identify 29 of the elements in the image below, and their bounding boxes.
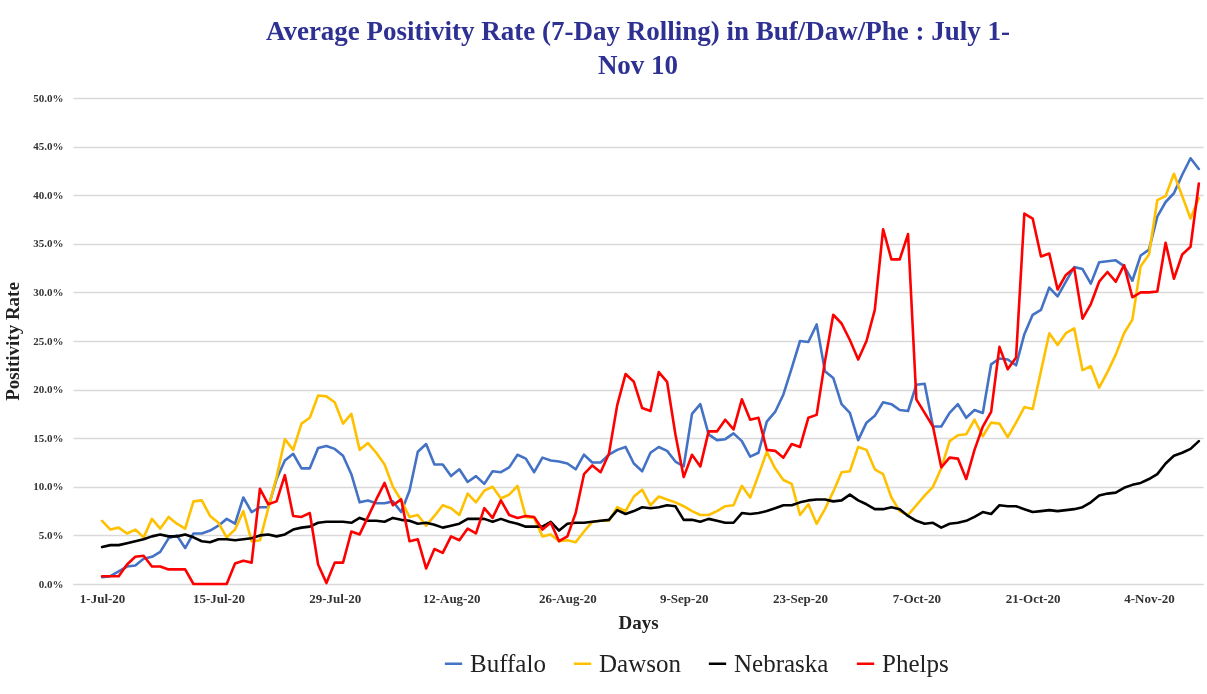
y-tick-label: 25.0% [33, 334, 64, 347]
y-tick-label: 50.0% [33, 91, 64, 104]
y-tick-label: 5.0% [38, 528, 64, 541]
x-tick-label: 4-Nov-20 [1124, 590, 1175, 606]
y-tick-label: 30.0% [33, 285, 64, 298]
x-tick-label: 21-Oct-20 [1005, 590, 1061, 606]
x-tick-label: 12-Aug-20 [422, 590, 481, 606]
legend-label: Dawson [599, 649, 682, 677]
legend-label: Buffalo [470, 649, 546, 677]
x-tick-label: 1-Jul-20 [79, 590, 126, 606]
x-axis-title: Days [618, 611, 659, 633]
x-tick-label: 7-Oct-20 [892, 590, 942, 606]
x-tick-label: 29-Jul-20 [309, 590, 362, 606]
x-tick-label: 15-Jul-20 [192, 590, 245, 606]
y-tick-label: 0.0% [38, 577, 64, 590]
x-tick-label: 23-Sep-20 [773, 590, 828, 606]
x-tick-label: 9-Sep-20 [660, 590, 709, 606]
legend-label: Nebraska [734, 649, 829, 677]
y-tick-label: 40.0% [33, 188, 64, 201]
line-series [100, 439, 1201, 549]
legend-label: Phelps [882, 649, 949, 677]
y-tick-label: 10.0% [33, 480, 64, 493]
y-tick-label: 20.0% [33, 383, 64, 396]
y-axis-title: Positivity Rate [2, 282, 24, 401]
y-tick-label: 15.0% [33, 431, 64, 444]
y-tick-label: 45.0% [33, 140, 64, 153]
x-tick-label: 26-Aug-20 [538, 590, 597, 606]
chart-title: Average Positivity Rate (7-Day Rolling) in Buf/Daw/Phe : July 1-Nov 10 [265, 16, 1011, 80]
y-tick-label: 35.0% [33, 237, 64, 250]
